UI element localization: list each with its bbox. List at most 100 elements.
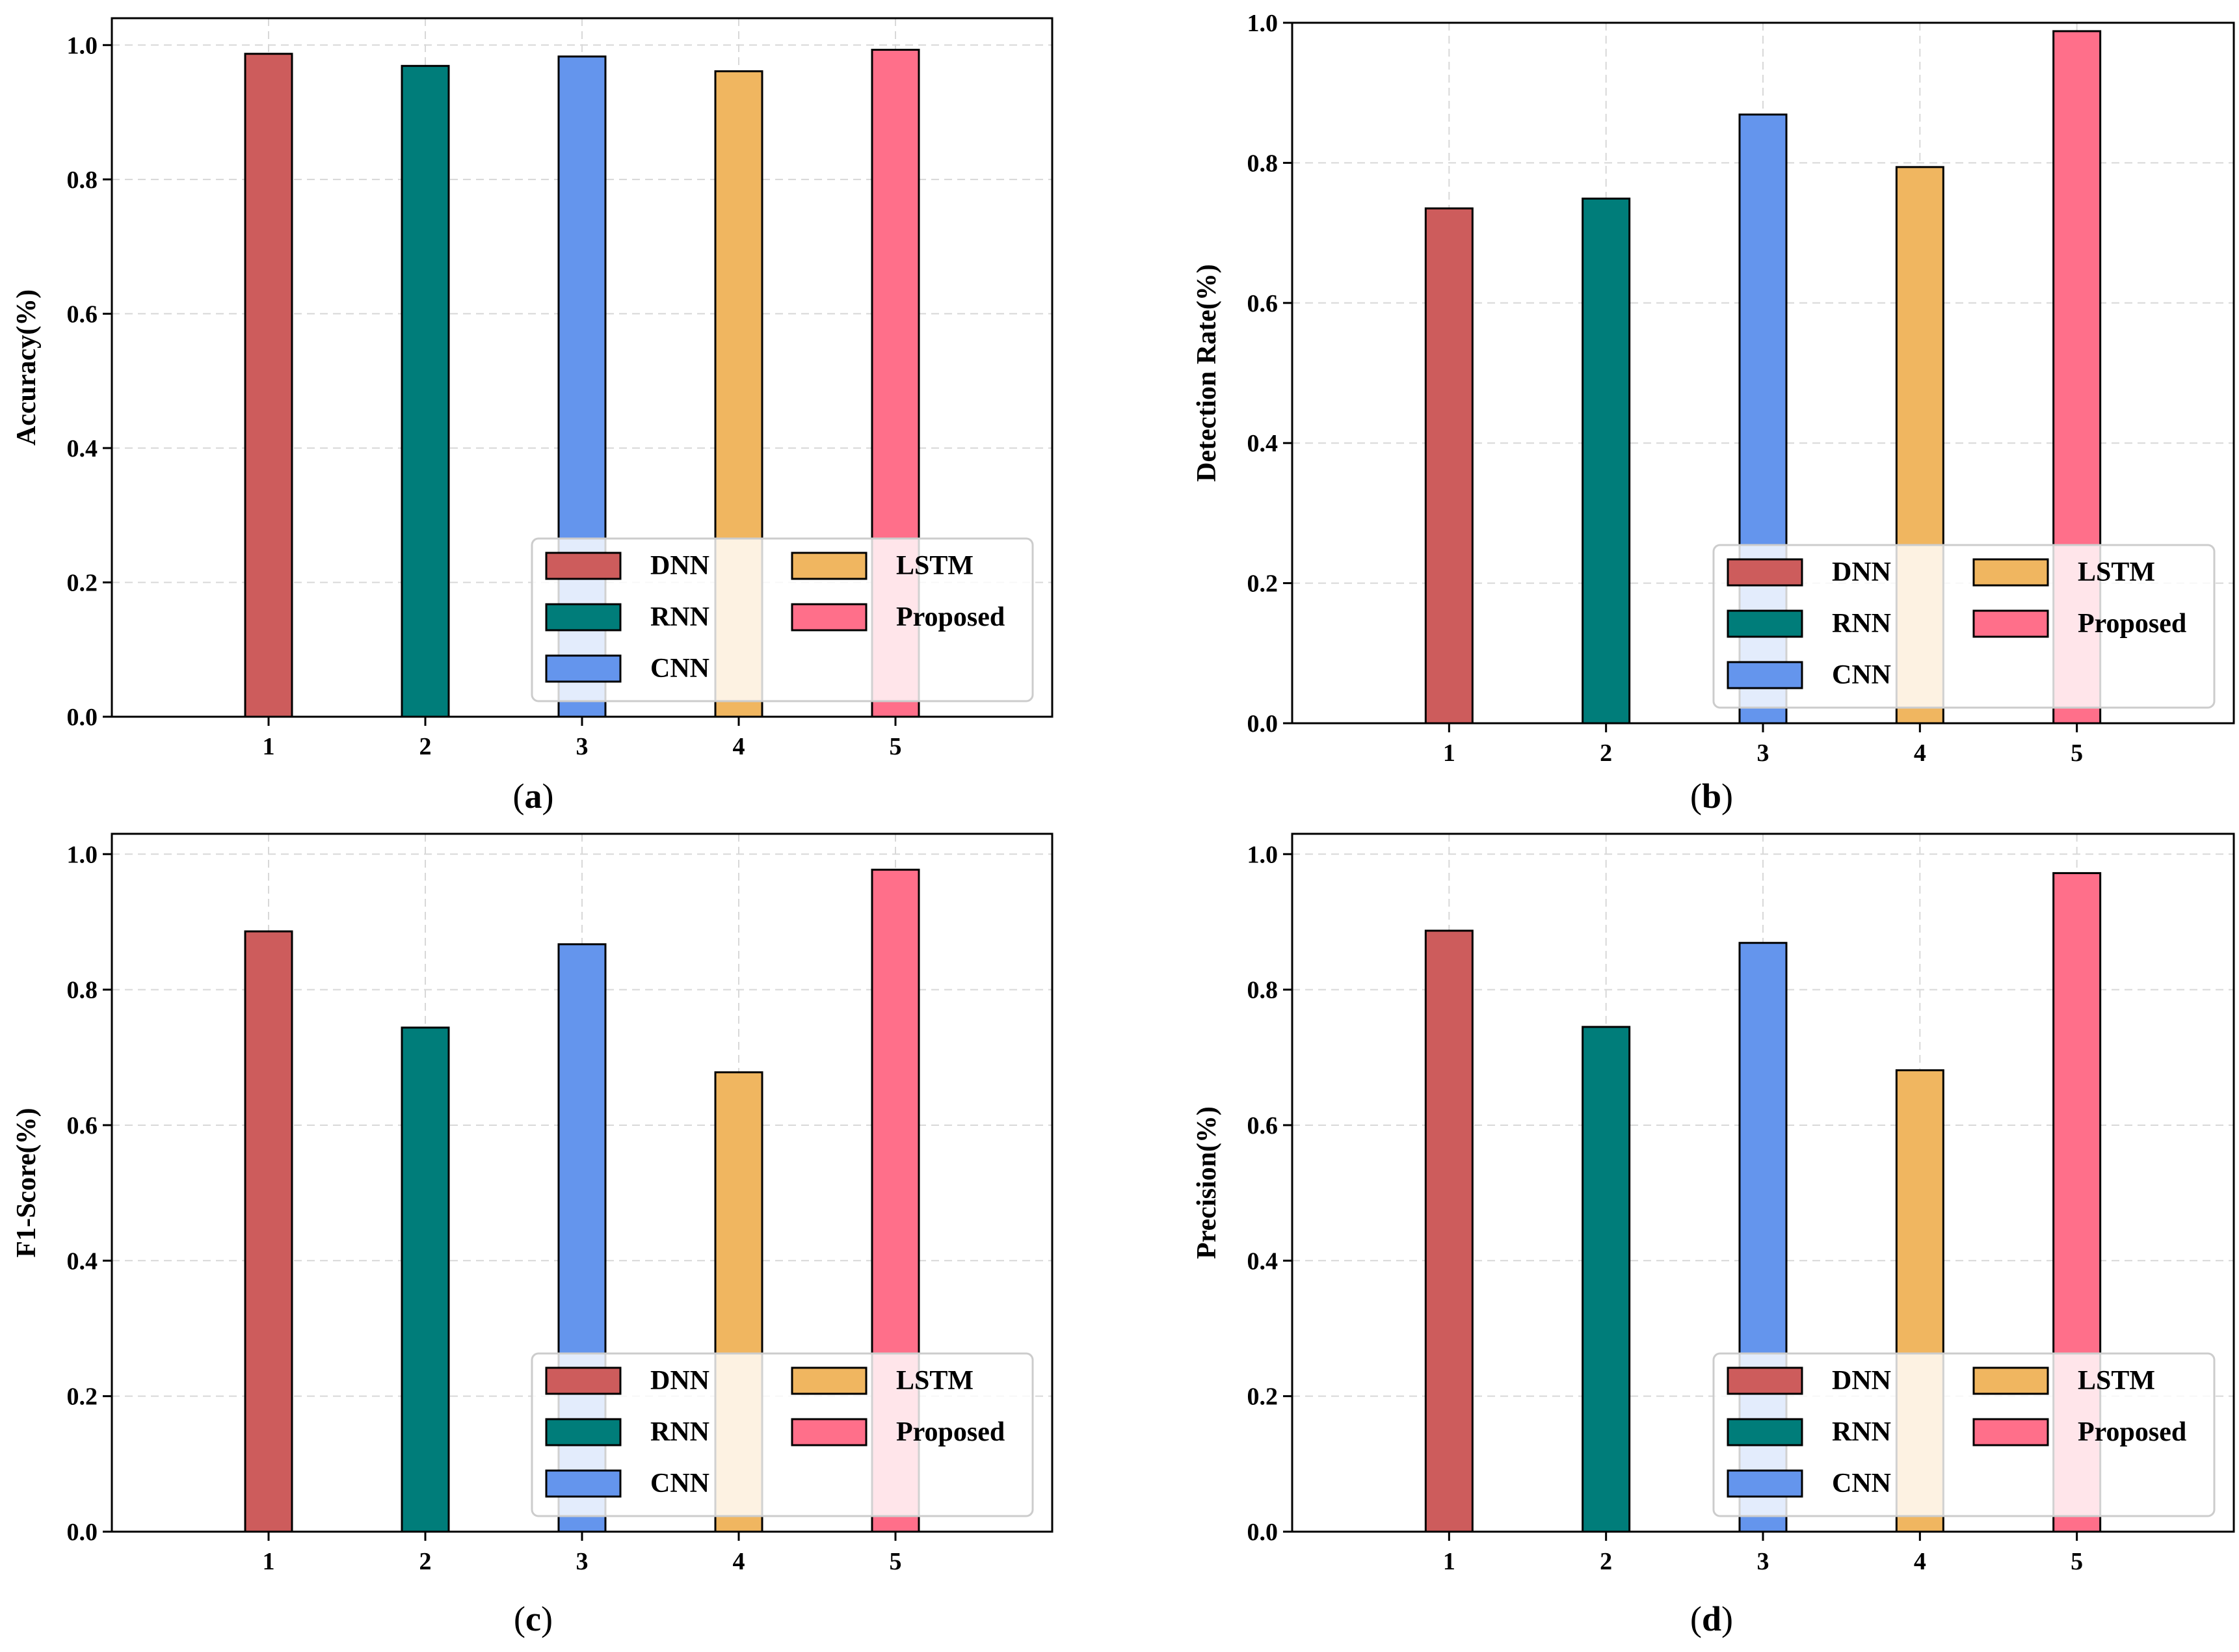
y-tick-label: 0.0 <box>67 704 98 731</box>
x-tick-label: 2 <box>419 1548 432 1575</box>
legend-swatch-lstm <box>791 1366 868 1395</box>
y-tick-label: 0.8 <box>1247 977 1278 1004</box>
legend-swatch-dnn <box>1727 1366 1803 1395</box>
legend: DNN RNN CNN LSTM Proposed <box>1712 1352 2216 1517</box>
y-tick-label: 0.6 <box>67 300 98 328</box>
x-tick-label: 3 <box>1757 1548 1769 1575</box>
y-tick-label: 1.0 <box>1247 10 1278 37</box>
x-tick-label: 1 <box>263 733 275 760</box>
x-tick-label: 5 <box>2071 739 2083 767</box>
y-tick-label: 1.0 <box>67 32 98 59</box>
bar-rnn <box>1582 1026 1631 1533</box>
legend-label-lstm: LSTM <box>896 1366 974 1396</box>
y-tick-label: 0.6 <box>1247 1112 1278 1139</box>
legend-label-rnn: RNN <box>1832 609 1891 639</box>
legend-swatch-proposed <box>791 603 868 632</box>
panel-caption-a: (a) <box>513 777 554 816</box>
y-tick-label: 0.0 <box>67 1519 98 1546</box>
panel-caption-letter: a <box>525 777 542 816</box>
bar-dnn <box>244 53 293 718</box>
y-tick-label: 0.2 <box>67 569 98 596</box>
bar-dnn <box>1424 929 1474 1533</box>
bar-rnn <box>1582 197 1631 725</box>
legend-label-proposed: Proposed <box>896 1417 1005 1447</box>
y-tick-label: 0.2 <box>1247 1383 1278 1411</box>
y-axis-label: F1-Score(%) <box>12 1108 42 1257</box>
x-tick-label: 3 <box>576 1548 589 1575</box>
legend-label-dnn: DNN <box>650 551 709 581</box>
legend-label-dnn: DNN <box>650 1366 709 1396</box>
legend-label-cnn: CNN <box>1832 660 1891 690</box>
y-axis-label: Detection Rate(%) <box>1192 264 1222 482</box>
legend-label-rnn: RNN <box>650 1417 709 1447</box>
y-tick-label: 0.4 <box>67 1247 98 1275</box>
x-tick-label: 2 <box>1600 1548 1612 1575</box>
legend-label-cnn: CNN <box>650 654 709 684</box>
bar-rnn <box>401 64 450 718</box>
y-tick-label: 0.0 <box>1247 1519 1278 1546</box>
x-tick-label: 5 <box>890 1548 902 1575</box>
legend-swatch-lstm <box>791 552 868 580</box>
legend-label-proposed: Proposed <box>2078 609 2186 639</box>
y-tick-label: 0.4 <box>67 435 98 462</box>
legend-label-lstm: LSTM <box>896 551 974 581</box>
bar-dnn <box>244 930 293 1533</box>
legend-label-rnn: RNN <box>1832 1417 1891 1447</box>
legend-box <box>531 1352 1034 1517</box>
legend-swatch-cnn <box>1727 661 1803 689</box>
legend-label-cnn: CNN <box>650 1469 709 1499</box>
x-tick-label: 3 <box>576 733 589 760</box>
legend-swatch-rnn <box>1727 609 1803 638</box>
x-tick-label: 4 <box>733 733 745 760</box>
legend-label-dnn: DNN <box>1832 1366 1891 1396</box>
y-tick-label: 0.6 <box>67 1112 98 1139</box>
bar-rnn <box>401 1026 450 1533</box>
x-tick-label: 2 <box>1600 739 1612 767</box>
legend-swatch-dnn <box>545 1366 622 1395</box>
panel-caption-letter: c <box>525 1599 541 1638</box>
y-tick-label: 0.0 <box>1247 710 1278 738</box>
legend-label-proposed: Proposed <box>896 602 1005 632</box>
chart-panel-b: 0.0 0.2 0.4 0.6 0.8 1.0 1 2 3 4 5 Detection Rate(%)… <box>1192 10 2235 767</box>
legend-label-proposed: Proposed <box>2078 1417 2186 1447</box>
y-tick-label: 0.4 <box>1247 430 1278 457</box>
y-axis-label: Precision(%) <box>1192 1106 1222 1259</box>
y-tick-label: 0.8 <box>67 977 98 1004</box>
y-tick-label: 0.2 <box>1247 570 1278 598</box>
x-tick-label: 4 <box>1914 739 1926 767</box>
legend-label-rnn: RNN <box>650 602 709 632</box>
y-tick-label: 1.0 <box>67 841 98 868</box>
y-tick-label: 0.2 <box>67 1383 98 1411</box>
legend-swatch-rnn <box>545 603 622 632</box>
legend-swatch-dnn <box>1727 558 1803 587</box>
legend-box <box>531 537 1034 702</box>
panel-caption-b: (b) <box>1690 777 1733 816</box>
legend-swatch-proposed <box>791 1418 868 1446</box>
bar-dnn <box>1424 207 1474 725</box>
legend: DNN RNN CNN LSTM Proposed <box>531 1352 1034 1517</box>
legend-swatch-cnn <box>545 1469 622 1498</box>
legend: DNN RNN CNN LSTM Proposed <box>1712 544 2216 709</box>
legend-label-lstm: LSTM <box>2078 1366 2155 1396</box>
legend: DNN RNN CNN LSTM Proposed <box>531 537 1034 702</box>
chart-panel-d: 0.0 0.2 0.4 0.6 0.8 1.0 1 2 3 4 5 Precision(%) DNN RN… <box>1192 833 2235 1575</box>
y-tick-label: 0.6 <box>1247 290 1278 317</box>
panel-caption-letter: b <box>1702 777 1721 816</box>
legend-label-dnn: DNN <box>1832 557 1891 587</box>
legend-swatch-lstm <box>1972 1366 2049 1395</box>
panel-caption-c: (c) <box>514 1599 553 1638</box>
x-tick-label: 3 <box>1757 739 1769 767</box>
legend-box <box>1712 1352 2216 1517</box>
legend-box <box>1712 544 2216 709</box>
x-tick-label: 5 <box>2071 1548 2083 1575</box>
legend-swatch-proposed <box>1972 609 2049 638</box>
legend-label-lstm: LSTM <box>2078 557 2155 587</box>
legend-swatch-lstm <box>1972 558 2049 587</box>
y-tick-label: 0.4 <box>1247 1247 1278 1275</box>
y-axis-label: Accuracy(%) <box>12 289 42 446</box>
y-tick-label: 1.0 <box>1247 841 1278 868</box>
x-tick-label: 4 <box>733 1548 745 1575</box>
legend-swatch-cnn <box>545 654 622 683</box>
panel-caption-letter: d <box>1702 1599 1721 1638</box>
